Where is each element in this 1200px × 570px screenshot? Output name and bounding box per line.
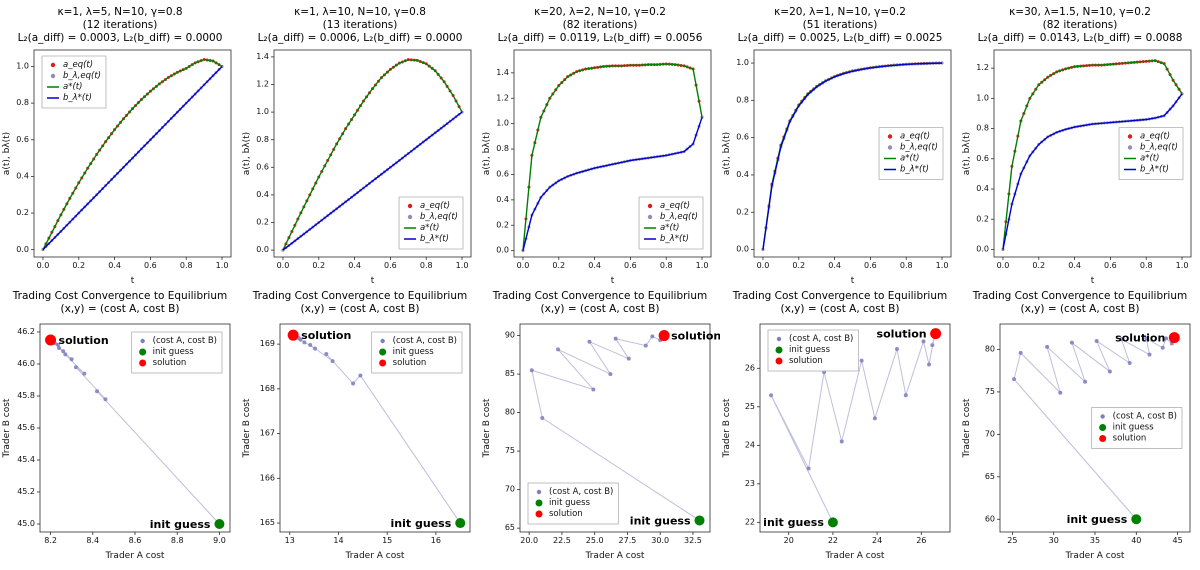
subplot-strategy-1: κ=1, λ=5, N=10, γ=0.8 (12 iterations) L₂… [0,0,240,288]
strategy-plot-canvas-2 [240,45,480,287]
title-line: Trading Cost Convergence to Equilibrium [492,290,708,302]
title-line: Trading Cost Convergence to Equilibrium [252,290,468,302]
plot-title: κ=1, λ=5, N=10, γ=0.8 (12 iterations) L₂… [0,0,240,45]
title-line: κ=1, λ=10, N=10, γ=0.8 [294,6,426,18]
title-line: L₂(a_diff) = 0.0025, L₂(b_diff) = 0.0025 [737,32,943,44]
title-line: (51 iterations) [802,19,878,31]
plot-title: Trading Cost Convergence to Equilibrium … [0,288,240,316]
title-line: L₂(a_diff) = 0.0143, L₂(b_diff) = 0.0088 [977,32,1183,44]
title-line: Trading Cost Convergence to Equilibrium [972,290,1188,302]
title-line: (82 iterations) [1042,19,1118,31]
subplot-strategy-2: κ=1, λ=10, N=10, γ=0.8 (13 iterations) L… [240,0,480,288]
title-line: L₂(a_diff) = 0.0119, L₂(b_diff) = 0.0056 [497,32,703,44]
title-line: (12 iterations) [82,19,158,31]
title-line: (x,y) = (cost A, cost B) [540,303,660,315]
plot-title: Trading Cost Convergence to Equilibrium … [720,288,960,316]
subplot-convergence-4: Trading Cost Convergence to Equilibrium … [720,288,960,570]
subplot-convergence-2: Trading Cost Convergence to Equilibrium … [240,288,480,570]
title-line: (13 iterations) [322,19,398,31]
title-line: Trading Cost Convergence to Equilibrium [732,290,948,302]
plot-title: κ=20, λ=2, N=10, γ=0.2 (82 iterations) L… [480,0,720,45]
title-line: Trading Cost Convergence to Equilibrium [12,290,228,302]
title-line: κ=20, λ=2, N=10, γ=0.2 [534,6,666,18]
subplot-strategy-5: κ=30, λ=1.5, N=10, γ=0.2 (82 iterations)… [960,0,1200,288]
plot-title: Trading Cost Convergence to Equilibrium … [960,288,1200,316]
title-line: L₂(a_diff) = 0.0006, L₂(b_diff) = 0.0000 [257,32,463,44]
strategy-plot-canvas-5 [960,45,1200,287]
title-line: (82 iterations) [562,19,638,31]
convergence-plot-canvas-1 [0,316,240,562]
row-cost-convergence: Trading Cost Convergence to Equilibrium … [0,288,1200,570]
plot-title: κ=20, λ=1, N=10, γ=0.2 (51 iterations) L… [720,0,960,45]
convergence-plot-canvas-4 [720,316,960,562]
plot-title: κ=1, λ=10, N=10, γ=0.8 (13 iterations) L… [240,0,480,45]
title-line: κ=20, λ=1, N=10, γ=0.2 [774,6,906,18]
plot-title: Trading Cost Convergence to Equilibrium … [240,288,480,316]
strategy-plot-canvas-4 [720,45,960,287]
subplot-convergence-1: Trading Cost Convergence to Equilibrium … [0,288,240,570]
subplot-convergence-3: Trading Cost Convergence to Equilibrium … [480,288,720,570]
subplot-strategy-3: κ=20, λ=2, N=10, γ=0.2 (82 iterations) L… [480,0,720,288]
title-line: κ=1, λ=5, N=10, γ=0.8 [57,6,183,18]
title-line: κ=30, λ=1.5, N=10, γ=0.2 [1009,6,1151,18]
subplot-strategy-4: κ=20, λ=1, N=10, γ=0.2 (51 iterations) L… [720,0,960,288]
row-equilibrium-strategies: κ=1, λ=5, N=10, γ=0.8 (12 iterations) L₂… [0,0,1200,288]
convergence-plot-canvas-5 [960,316,1200,562]
strategy-plot-canvas-3 [480,45,720,287]
title-line: (x,y) = (cost A, cost B) [300,303,420,315]
title-line: (x,y) = (cost A, cost B) [780,303,900,315]
plot-title: κ=30, λ=1.5, N=10, γ=0.2 (82 iterations)… [960,0,1200,45]
title-line: L₂(a_diff) = 0.0003, L₂(b_diff) = 0.0000 [17,32,223,44]
title-line: (x,y) = (cost A, cost B) [1020,303,1140,315]
subplot-convergence-5: Trading Cost Convergence to Equilibrium … [960,288,1200,570]
title-line: (x,y) = (cost A, cost B) [60,303,180,315]
strategy-plot-canvas-1 [0,45,240,287]
plot-title: Trading Cost Convergence to Equilibrium … [480,288,720,316]
convergence-plot-canvas-2 [240,316,480,562]
convergence-plot-canvas-3 [480,316,720,562]
